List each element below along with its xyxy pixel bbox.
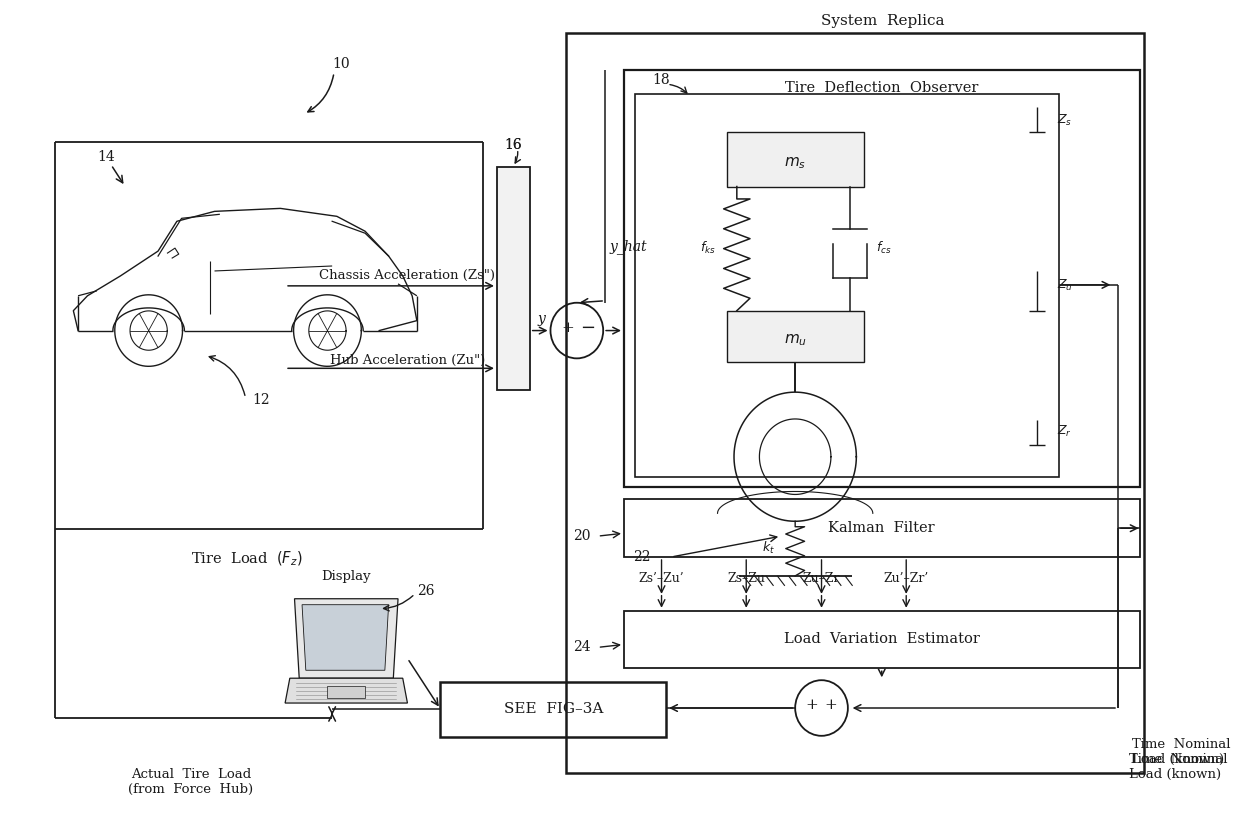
Text: 20: 20: [573, 529, 591, 544]
Text: +: +: [806, 698, 818, 712]
Bar: [624, 70, 1140, 487]
Polygon shape: [303, 605, 388, 670]
Text: $Z_s$: $Z_s$: [1056, 112, 1073, 127]
Text: 16: 16: [503, 138, 522, 152]
Text: Zs–Zu: Zs–Zu: [728, 572, 765, 586]
Text: 26: 26: [417, 584, 434, 598]
Text: 14: 14: [98, 150, 115, 164]
Bar: [624, 500, 1140, 557]
Bar: [624, 610, 1140, 668]
Text: y_hat: y_hat: [610, 239, 647, 254]
Text: $m_s$: $m_s$: [784, 154, 806, 170]
Text: 18: 18: [652, 74, 671, 88]
Text: +: +: [825, 698, 837, 712]
Text: $f_{ks}$: $f_{ks}$: [701, 240, 717, 256]
Bar: [635, 94, 1059, 477]
Text: Time  Nominal
Load (known): Time Nominal Load (known): [1130, 752, 1228, 781]
Bar: [728, 311, 864, 363]
Bar: [440, 682, 666, 737]
Text: System  Replica: System Replica: [821, 14, 945, 27]
Text: −: −: [580, 319, 595, 336]
Text: Hub Acceleration (Zu"): Hub Acceleration (Zu"): [330, 354, 485, 367]
Bar: [565, 32, 1145, 772]
Text: $Z_r$: $Z_r$: [1056, 425, 1071, 439]
Text: Chassis Acceleration (Zs"): Chassis Acceleration (Zs"): [320, 269, 496, 282]
Text: Tire  Load  $(F_z)$: Tire Load $(F_z)$: [191, 550, 303, 568]
Text: $k_t$: $k_t$: [761, 540, 775, 556]
Text: 16: 16: [503, 138, 522, 152]
Text: Zs’–Zu’: Zs’–Zu’: [639, 572, 684, 586]
Text: Display: Display: [321, 571, 371, 583]
Text: Kalman  Filter: Kalman Filter: [828, 521, 935, 535]
Polygon shape: [295, 599, 398, 678]
Text: Zu’–Zr’: Zu’–Zr’: [884, 572, 929, 586]
Text: Time  Nominal
Load (known): Time Nominal Load (known): [1132, 738, 1230, 766]
Text: $f_{cs}$: $f_{cs}$: [877, 240, 892, 256]
Text: Zu–Zr: Zu–Zr: [802, 572, 841, 586]
Text: 12: 12: [252, 393, 270, 407]
Text: Load  Variation  Estimator: Load Variation Estimator: [784, 633, 980, 647]
Text: Tire  Deflection  Observer: Tire Deflection Observer: [785, 81, 978, 95]
Text: $m_u$: $m_u$: [784, 333, 807, 349]
Text: Actual  Tire  Load
(from  Force  Hub): Actual Tire Load (from Force Hub): [129, 767, 253, 795]
Polygon shape: [285, 678, 408, 703]
Text: $Z_u$: $Z_u$: [1056, 278, 1073, 293]
Bar: [327, 686, 365, 698]
Text: SEE  FIG–3A: SEE FIG–3A: [503, 702, 603, 716]
Text: +: +: [560, 320, 574, 335]
Text: y: y: [537, 311, 546, 325]
Text: 22: 22: [634, 550, 651, 564]
Bar: [497, 167, 529, 390]
Bar: [728, 132, 864, 187]
Text: 24: 24: [573, 640, 591, 654]
Text: 10: 10: [332, 57, 351, 71]
